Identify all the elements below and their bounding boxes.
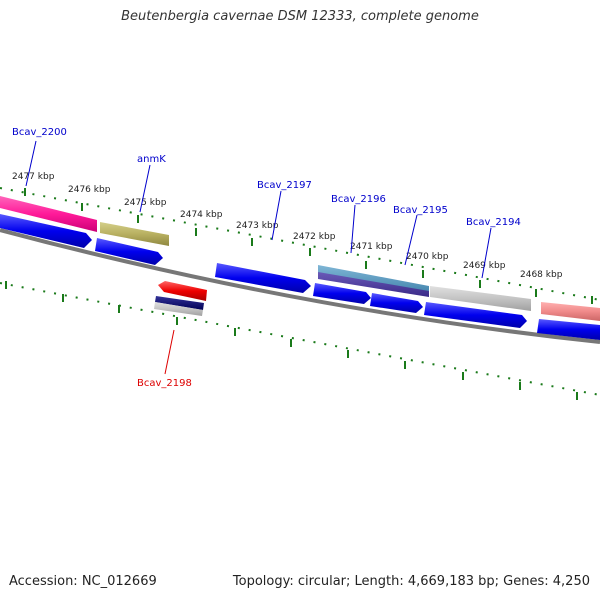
genome-summary-text: Topology: circular; Length: 4,669,183 bp…: [232, 574, 590, 589]
cds-arrow-bcav-2193[interactable]: [537, 319, 600, 340]
ruler-label: 2475 kbp: [124, 198, 167, 208]
ruler-label: 2471 kbp: [350, 242, 393, 252]
gene-label-bcav-2198[interactable]: Bcav_2198: [137, 378, 192, 389]
ruler-label: 2474 kbp: [180, 210, 223, 220]
cds-arrow-bcav-2198[interactable]: [158, 281, 207, 301]
reverse-ruler-ticks: [0, 281, 600, 400]
accession-text: Accession: NC_012669: [9, 574, 157, 589]
feature-bcav-2198-inner: [154, 302, 203, 316]
ruler-label: 2472 kbp: [293, 232, 336, 242]
feature-bcav-2200-gene[interactable]: [0, 196, 97, 232]
feature-anmk-gene[interactable]: [100, 222, 169, 246]
map-title: Beutenbergia cavernae DSM 12333, complet…: [121, 9, 479, 24]
gene-label-bcav-2196[interactable]: Bcav_2196: [331, 194, 386, 205]
forward-ruler-major-ticks: [24, 188, 593, 304]
ruler-label: 2477 kbp: [12, 172, 55, 182]
cds-arrow-anmk[interactable]: [95, 238, 163, 265]
gene-label-bcav-2195[interactable]: Bcav_2195: [393, 205, 448, 216]
cds-arrow-bcav-2200[interactable]: [0, 214, 92, 248]
cds-arrow-bcav-2195[interactable]: [370, 293, 423, 313]
ruler-label: 2470 kbp: [406, 252, 449, 262]
cds-arrow-bcav-2194[interactable]: [424, 302, 527, 328]
feature-bcav-2194-gene[interactable]: [430, 286, 531, 311]
ruler-label: 2468 kbp: [520, 270, 563, 280]
gene-label-bcav-2200[interactable]: Bcav_2200: [12, 127, 67, 138]
feature-bcav-2198-gene[interactable]: [155, 296, 204, 310]
genome-backbone: [0, 228, 600, 344]
feature-bcav-2193-gene[interactable]: [541, 302, 600, 321]
label-leader-lines: [25, 140, 492, 375]
gene-label-anmk[interactable]: anmK: [137, 154, 166, 165]
cds-arrow-bcav-2197[interactable]: [215, 263, 311, 293]
ruler-label: 2476 kbp: [68, 185, 111, 195]
gene-label-bcav-2194[interactable]: Bcav_2194: [466, 217, 521, 228]
ruler-label: 2473 kbp: [236, 221, 279, 231]
gene-label-bcav-2197[interactable]: Bcav_2197: [257, 180, 312, 191]
feature-bcav-2196-inner: [318, 272, 429, 297]
cds-arrow-bcav-2196[interactable]: [313, 283, 371, 304]
